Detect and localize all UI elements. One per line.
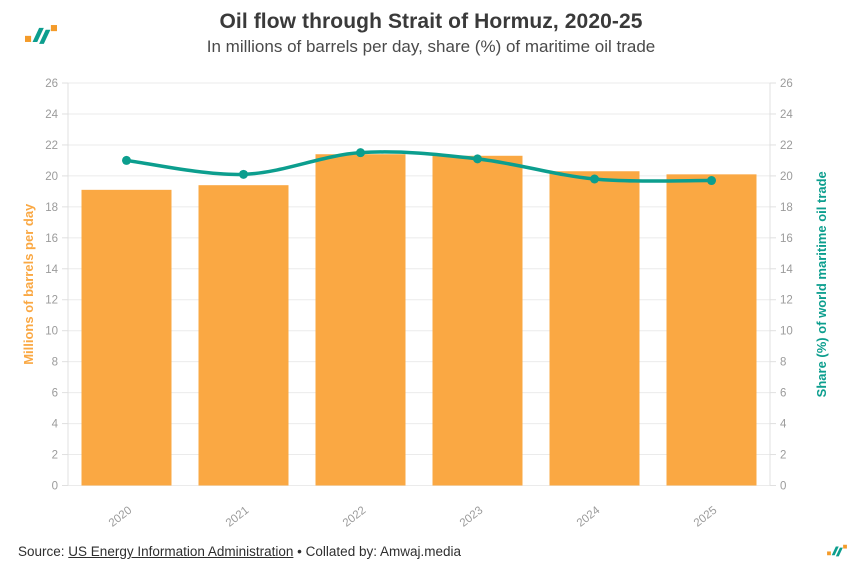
chart-subtitle: In millions of barrels per day, share (%… [206, 37, 656, 56]
line-point-2021 [239, 169, 248, 179]
bar-2021 [198, 185, 289, 486]
source-link[interactable]: US Energy Information Administration [68, 544, 294, 559]
right-axis-tick-label: 26 [780, 78, 793, 90]
right-axis-tick-label: 10 [780, 326, 793, 338]
amwaj-media-logo-icon [25, 25, 57, 44]
line-point-2024 [590, 174, 599, 184]
left-axis-tick-label: 18 [45, 202, 58, 214]
line-series [124, 150, 714, 183]
left-axis-tick-label: 26 [45, 78, 58, 90]
right-axis-tick-label: 2 [780, 450, 786, 462]
left-axis-tick-label: 16 [45, 233, 58, 245]
x-axis-label-2024: 2024 [575, 504, 603, 530]
collated-by-text: Collated by: Amwaj.media [305, 544, 461, 559]
left-axis-tick-label: 22 [45, 140, 58, 152]
source-label: Source: [18, 544, 65, 559]
left-axis-tick-label: 12 [45, 295, 58, 307]
right-axis-tick-label: 20 [780, 171, 793, 183]
line-point-2022 [356, 148, 365, 158]
bar-2024 [549, 171, 640, 486]
left-axis-tick-label: 6 [52, 388, 58, 400]
right-axis-tick-label: 8 [780, 357, 786, 369]
right-axis-tick-label: 16 [780, 233, 793, 245]
right-axis-title: Share (%) of world maritime oil trade [814, 171, 829, 397]
left-axis-tick-label: 4 [52, 419, 59, 431]
right-axis-tick-label: 22 [780, 140, 793, 152]
line-point-2023 [473, 154, 482, 164]
x-axis-label-2022: 2022 [341, 504, 369, 529]
left-axis-tick-label: 2 [52, 450, 58, 462]
bullet-separator: • [297, 544, 302, 559]
right-axis-tick-label: 24 [780, 109, 793, 121]
chart-area: 0 0 2 2 4 4 6 6 8 8 10 10 12 12 14 14 16 16 18 18 20 20 22 22 24… [0, 75, 862, 542]
right-axis-tick-label: 14 [780, 264, 793, 276]
x-axis-label-2023: 2023 [458, 504, 486, 529]
source-line: Source: US Energy Information Administra… [18, 544, 461, 559]
right-axis-tick-label: 4 [780, 419, 787, 431]
left-axis-tick-label: 10 [45, 326, 58, 338]
chart-header: Oil flow through Strait of Hormuz, 2020-… [0, 10, 862, 57]
bar-2025 [666, 174, 757, 486]
right-axis-tick-label: 12 [780, 295, 793, 307]
line-point-2025 [707, 176, 716, 186]
right-axis-tick-label: 0 [780, 481, 786, 493]
left-axis-tick-label: 0 [52, 481, 58, 493]
bar-2020 [81, 189, 172, 486]
left-axis-tick-label: 24 [45, 109, 58, 121]
amwaj-media-logo-small-icon [827, 544, 847, 557]
x-axis-label-2021: 2021 [224, 504, 252, 529]
left-axis-tick-label: 8 [52, 357, 58, 369]
x-axis-label-2025: 2025 [692, 504, 720, 529]
left-axis-tick-label: 20 [45, 171, 58, 183]
right-axis-tick-label: 18 [780, 202, 793, 214]
left-axis-tick-label: 14 [45, 264, 58, 276]
x-axis-label-2020: 2020 [107, 504, 135, 529]
left-axis-title: Millions of barrels per day [21, 203, 36, 365]
chart-title: Oil flow through Strait of Hormuz, 2020-… [219, 10, 643, 33]
line-point-2020 [122, 155, 131, 165]
bar-2023 [432, 155, 523, 486]
right-axis-tick-label: 6 [780, 388, 786, 400]
bar-2022 [315, 154, 406, 486]
